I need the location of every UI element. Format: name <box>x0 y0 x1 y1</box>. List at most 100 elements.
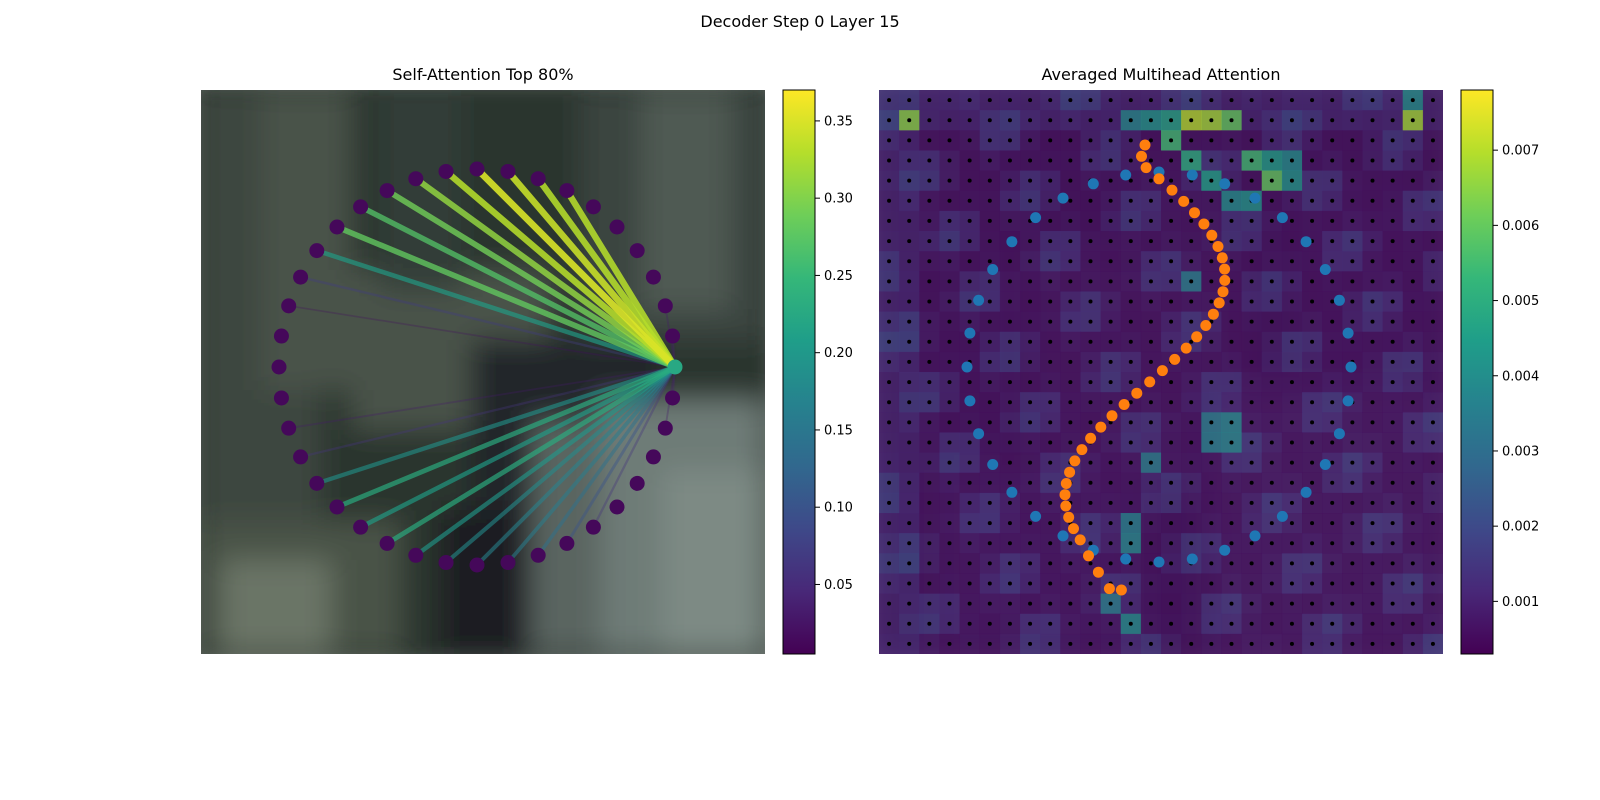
token-node <box>629 243 645 259</box>
self-attention-colorbar-tick-label: 0.10 <box>824 501 853 516</box>
token-node <box>559 183 575 199</box>
blue-point <box>1186 553 1198 565</box>
orange-point <box>1207 308 1219 320</box>
orange-point <box>1139 139 1151 151</box>
attention-edge <box>536 365 677 558</box>
blue-point <box>1300 486 1312 498</box>
token-node <box>329 219 345 235</box>
multihead-attention-colorbar-tick-label: 0.007 <box>1502 144 1539 159</box>
orange-point <box>1136 150 1147 162</box>
attention-edge <box>384 187 678 370</box>
token-node <box>293 269 309 285</box>
multihead-attention-colorbar-tick-label: 0.002 <box>1502 520 1539 535</box>
token-node <box>273 328 289 344</box>
attention-edge <box>592 365 677 529</box>
orange-point <box>1140 162 1152 174</box>
orange-point <box>1198 218 1210 230</box>
self-attention-colorbar-tick-label: 0.20 <box>824 346 853 361</box>
token-node <box>629 475 645 491</box>
orange-point <box>1131 387 1143 399</box>
attention-edge <box>299 275 677 369</box>
orange-point <box>1069 455 1081 467</box>
attention-edge <box>358 364 678 530</box>
self-attention-colorbar-gradient: 0.05 0.10 0.15 0.20 0.25 0.30 0.35 <box>782 89 853 655</box>
blue-point <box>1006 236 1018 248</box>
token-node <box>500 163 516 179</box>
attention-edge <box>504 168 679 371</box>
blue-point <box>1057 192 1069 204</box>
token-node <box>281 420 297 436</box>
orange-point <box>1206 229 1218 241</box>
token-node <box>585 199 601 215</box>
attention-edge <box>299 365 677 459</box>
orange-point <box>1217 286 1229 298</box>
token-node <box>408 171 424 187</box>
blue-point <box>1333 294 1345 306</box>
multihead-attention-heatmap <box>879 90 1443 654</box>
token-node <box>530 547 546 563</box>
orange-point <box>1103 583 1115 595</box>
orange-point <box>1153 173 1165 185</box>
attention-edge <box>412 175 679 371</box>
attention-edge <box>287 366 676 430</box>
multihead-attention-title: Averaged Multihead Attention <box>1041 65 1281 84</box>
token-node <box>379 183 395 199</box>
query-node <box>667 359 683 375</box>
orange-point <box>1216 252 1228 264</box>
orange-point <box>1106 410 1118 422</box>
token-node <box>609 219 625 235</box>
orange-point <box>1169 353 1181 365</box>
blue-point <box>1276 510 1288 522</box>
blue-point <box>1219 544 1231 556</box>
orange-point <box>1219 274 1231 286</box>
self-attention-colorbar-tick-label: 0.15 <box>824 423 853 438</box>
blue-point <box>987 459 999 470</box>
blue-point <box>964 395 976 407</box>
attention-edge <box>442 168 679 371</box>
blue-point <box>1219 178 1231 190</box>
multihead-attention-colorbar: 0.001 0.002 0.003 0.004 0.005 0.006 0.007 <box>1460 89 1581 660</box>
orange-point <box>1085 432 1097 444</box>
orange-point <box>1064 466 1076 478</box>
orange-point <box>1166 184 1178 196</box>
token-node <box>657 420 673 436</box>
orange-point <box>1076 444 1088 456</box>
token-node <box>645 269 661 285</box>
multihead-attention-colorbar-tick-label: 0.006 <box>1502 219 1539 234</box>
self-attention-colorbar-tick-label: 0.05 <box>824 578 853 593</box>
orange-point <box>1115 584 1127 596</box>
multihead-attention-colorbar-tick-label: 0.001 <box>1502 595 1539 610</box>
blue-point <box>1153 556 1165 568</box>
token-node <box>500 555 516 571</box>
attention-edge <box>475 365 677 567</box>
blue-point <box>1120 169 1132 181</box>
token-node <box>408 547 424 563</box>
blue-point <box>1006 486 1018 498</box>
orange-point <box>1213 297 1225 309</box>
blue-point <box>973 294 985 306</box>
self-attention-colorbar-tick-label: 0.30 <box>824 192 853 207</box>
token-node <box>438 163 454 179</box>
blue-point <box>1300 236 1312 248</box>
attention-edge <box>565 365 677 545</box>
blue-point <box>961 361 973 373</box>
orange-point <box>1178 195 1190 207</box>
blue-point <box>1342 395 1354 407</box>
attention-edge <box>473 165 679 371</box>
token-node <box>469 557 485 573</box>
orange-point <box>1144 376 1156 388</box>
token-node <box>309 243 325 259</box>
attention-edge <box>334 364 678 510</box>
attention-edge <box>443 364 678 565</box>
orange-point <box>1219 263 1231 275</box>
attention-edge <box>384 364 678 546</box>
attention-edge <box>506 365 677 565</box>
self-attention-plot <box>201 90 765 654</box>
token-node <box>353 519 369 535</box>
token-node <box>469 161 485 177</box>
attention-edge <box>314 364 678 486</box>
grid-dots <box>887 98 1435 646</box>
orange-point <box>1083 550 1094 562</box>
token-node <box>309 475 325 491</box>
token-node <box>559 535 575 551</box>
